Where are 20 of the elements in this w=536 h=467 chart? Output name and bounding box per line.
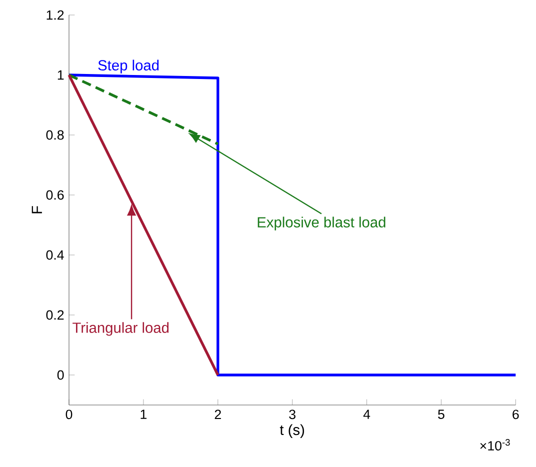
x-tick-label: 0 (66, 410, 72, 420)
y-tick-label: 0.2 (46, 310, 64, 320)
text: Explosive blast load (258, 216, 386, 230)
x-axis-title: t (s) (280, 424, 304, 438)
x-tick-label: 4 (363, 410, 370, 419)
y-tick-label: 1.2 (46, 10, 64, 20)
x-tick-label: 3 (289, 410, 296, 420)
y-tick-label: 0 (57, 370, 64, 380)
y-tick-label: 0.6 (46, 190, 64, 200)
x-tick-label: 6 (512, 410, 519, 420)
x-tick-label: 5 (438, 410, 444, 419)
y-axis-title: F (32, 206, 42, 214)
series-label: Step load (98, 60, 159, 74)
x-tick-label: 2 (214, 410, 221, 420)
x-tick-label: 1 (140, 410, 147, 419)
text: ×10$^{-3}$ (480, 439, 510, 451)
y-tick-label: 0.4 (46, 250, 64, 260)
y-tick-label: 0.8 (46, 130, 64, 140)
series-label: Triangular load (72, 322, 169, 336)
y-tick-label: 1 (58, 70, 64, 80)
